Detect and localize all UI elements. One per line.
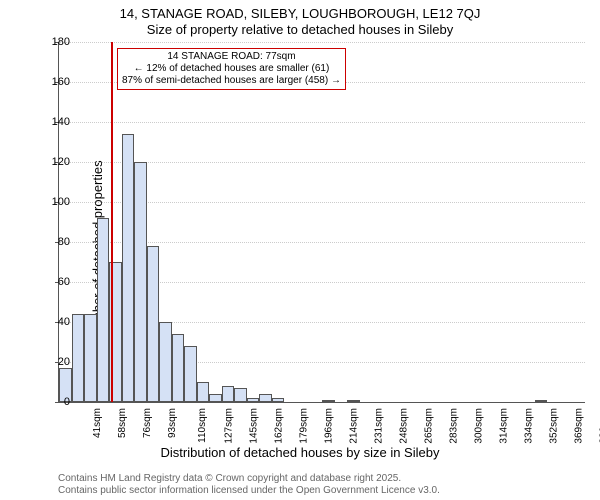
footer-line-1: Contains HM Land Registry data © Crown c… [58,473,401,484]
ytick-label: 140 [42,116,70,128]
plot-area: 14 STANAGE ROAD: 77sqm← 12% of detached … [58,42,585,403]
histogram-bar [259,394,272,402]
marker-line [111,42,113,402]
xtick-label: 334sqm [524,408,535,444]
histogram-bar [122,134,135,402]
xtick-label: 93sqm [167,408,178,438]
histogram-bar [322,400,335,402]
xtick-label: 127sqm [223,408,234,444]
ytick-label: 80 [42,236,70,248]
xtick-label: 145sqm [248,408,259,444]
ytick-label: 160 [42,76,70,88]
xtick-label: 162sqm [273,408,284,444]
histogram-bar [535,400,548,402]
xtick-label: 265sqm [423,408,434,444]
annotation-line-2: ← 12% of detached houses are smaller (61… [122,63,341,75]
histogram-bar [272,398,285,402]
histogram-bar [234,388,247,402]
xtick-label: 196sqm [323,408,334,444]
histogram-bar [184,346,197,402]
xtick-label: 283sqm [449,408,460,444]
ytick-label: 60 [42,276,70,288]
histogram-bar [97,218,110,402]
ytick-label: 0 [42,396,70,408]
chart-title-sub: Size of property relative to detached ho… [0,22,600,37]
ytick-label: 20 [42,356,70,368]
xtick-label: 300sqm [474,408,485,444]
footer-line-2: Contains public sector information licen… [58,485,440,496]
gridline [59,122,585,123]
ytick-label: 40 [42,316,70,328]
annotation-line-3: 87% of semi-detached houses are larger (… [122,75,341,87]
xtick-label: 41sqm [92,408,103,438]
ytick-label: 180 [42,36,70,48]
histogram-bar [172,334,185,402]
histogram-bar [72,314,85,402]
xtick-label: 58sqm [117,408,128,438]
histogram-bar [347,400,360,402]
histogram-bar [147,246,160,402]
xtick-label: 314sqm [499,408,510,444]
x-axis-label: Distribution of detached houses by size … [0,445,600,460]
xtick-label: 179sqm [298,408,309,444]
gridline [59,42,585,43]
histogram-bar [84,314,97,402]
chart-title-main: 14, STANAGE ROAD, SILEBY, LOUGHBOROUGH, … [0,6,600,21]
histogram-bar [134,162,147,402]
xtick-label: 248sqm [398,408,409,444]
annotation-box: 14 STANAGE ROAD: 77sqm← 12% of detached … [117,48,346,90]
ytick-label: 100 [42,196,70,208]
xtick-label: 76sqm [142,408,153,438]
histogram-bar [159,322,172,402]
histogram-bar [247,398,260,402]
ytick-label: 120 [42,156,70,168]
histogram-bar [222,386,235,402]
histogram-bar [197,382,210,402]
xtick-label: 352sqm [549,408,560,444]
xtick-label: 110sqm [197,408,208,443]
histogram-bar [209,394,222,402]
chart-container: 14, STANAGE ROAD, SILEBY, LOUGHBOROUGH, … [0,0,600,500]
xtick-label: 231sqm [373,408,384,444]
annotation-line-1: 14 STANAGE ROAD: 77sqm [122,51,341,63]
xtick-label: 369sqm [574,408,585,444]
xtick-label: 214sqm [348,408,359,444]
